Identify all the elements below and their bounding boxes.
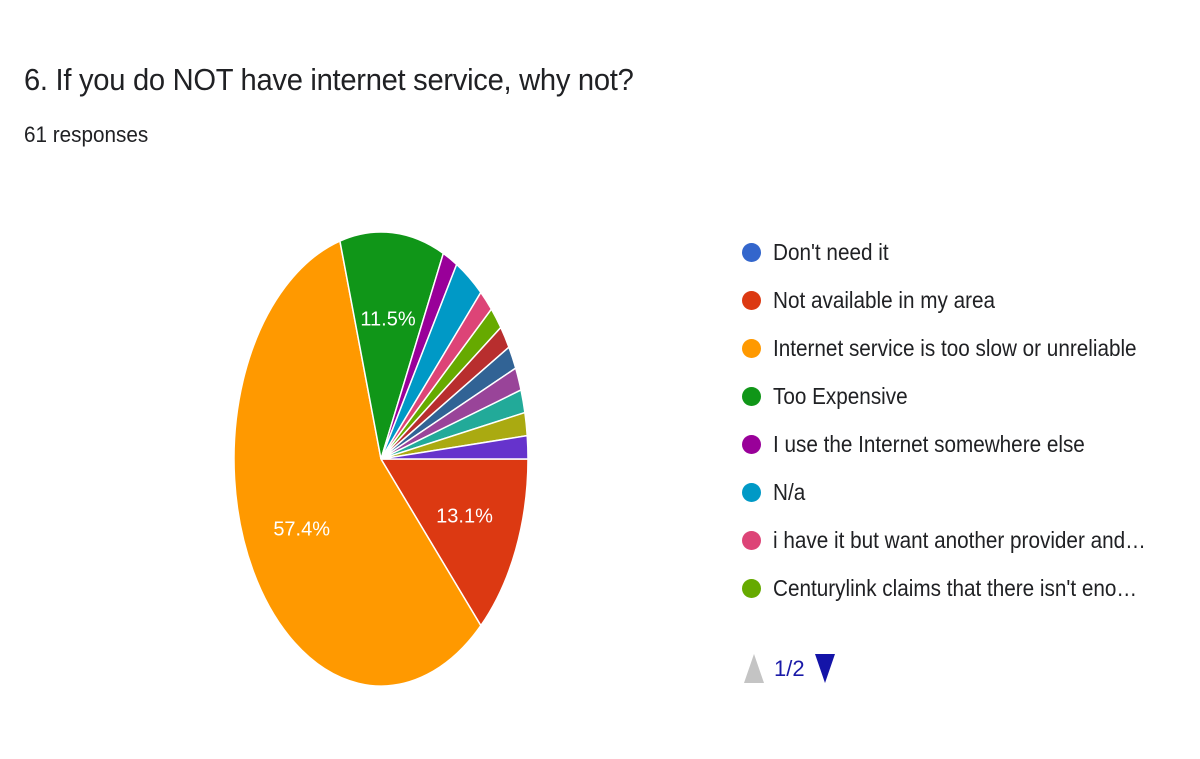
legend-label: Internet service is too slow or unreliab… <box>773 334 1137 361</box>
legend-item-dont-need-it[interactable]: Don't need it <box>742 228 1182 276</box>
legend-dot <box>742 290 761 310</box>
next-page-arrow-icon[interactable] <box>814 654 835 683</box>
response-count: 61 responses <box>24 122 149 147</box>
legend-dot <box>742 578 761 598</box>
chart-legend: Don't need it Not available in my area I… <box>742 228 1182 612</box>
pie-slice[interactable] <box>339 231 445 460</box>
legend-item-use-elsewhere[interactable]: I use the Internet somewhere else <box>742 420 1182 468</box>
slice-percent-label: 13.1% <box>436 505 493 527</box>
legend-item-another-provider[interactable]: i have it but want another provider and… <box>742 516 1182 564</box>
pie-chart: 13.1% 57.4% 11.5% <box>233 231 529 687</box>
legend-item-too-expensive[interactable]: Too Expensive <box>742 372 1182 420</box>
legend-label: Too Expensive <box>773 382 908 409</box>
legend-label: i have it but want another provider and… <box>773 526 1146 553</box>
legend-label: N/a <box>773 478 806 505</box>
legend-label: I use the Internet somewhere else <box>773 430 1085 457</box>
legend-item-centurylink[interactable]: Centurylink claims that there isn't eno… <box>742 564 1182 612</box>
legend-dot <box>742 386 761 406</box>
legend-label: Not available in my area <box>773 286 996 313</box>
legend-item-na[interactable]: N/a <box>742 468 1182 516</box>
legend-dot <box>742 338 761 358</box>
slice-percent-label: 57.4% <box>273 518 330 540</box>
slice-percent-label: 11.5% <box>360 309 415 331</box>
legend-dot <box>742 482 761 502</box>
legend-pager: 1/2 <box>744 654 835 683</box>
legend-dot <box>742 530 761 550</box>
legend-label: Centurylink claims that there isn't eno… <box>773 574 1138 601</box>
pie-slice[interactable] <box>380 434 529 460</box>
legend-dot <box>742 242 761 262</box>
legend-item-not-available[interactable]: Not available in my area <box>742 276 1182 324</box>
chart-title: 6. If you do NOT have internet service, … <box>24 62 634 97</box>
previous-page-arrow-icon[interactable] <box>744 654 764 683</box>
legend-dot <box>742 434 761 454</box>
legend-item-too-slow[interactable]: Internet service is too slow or unreliab… <box>742 324 1182 372</box>
legend-page-indicator: 1/2 <box>774 655 805 681</box>
pie-slice[interactable] <box>379 458 529 627</box>
legend-label: Don't need it <box>773 238 889 265</box>
pie-slice[interactable] <box>233 239 482 687</box>
